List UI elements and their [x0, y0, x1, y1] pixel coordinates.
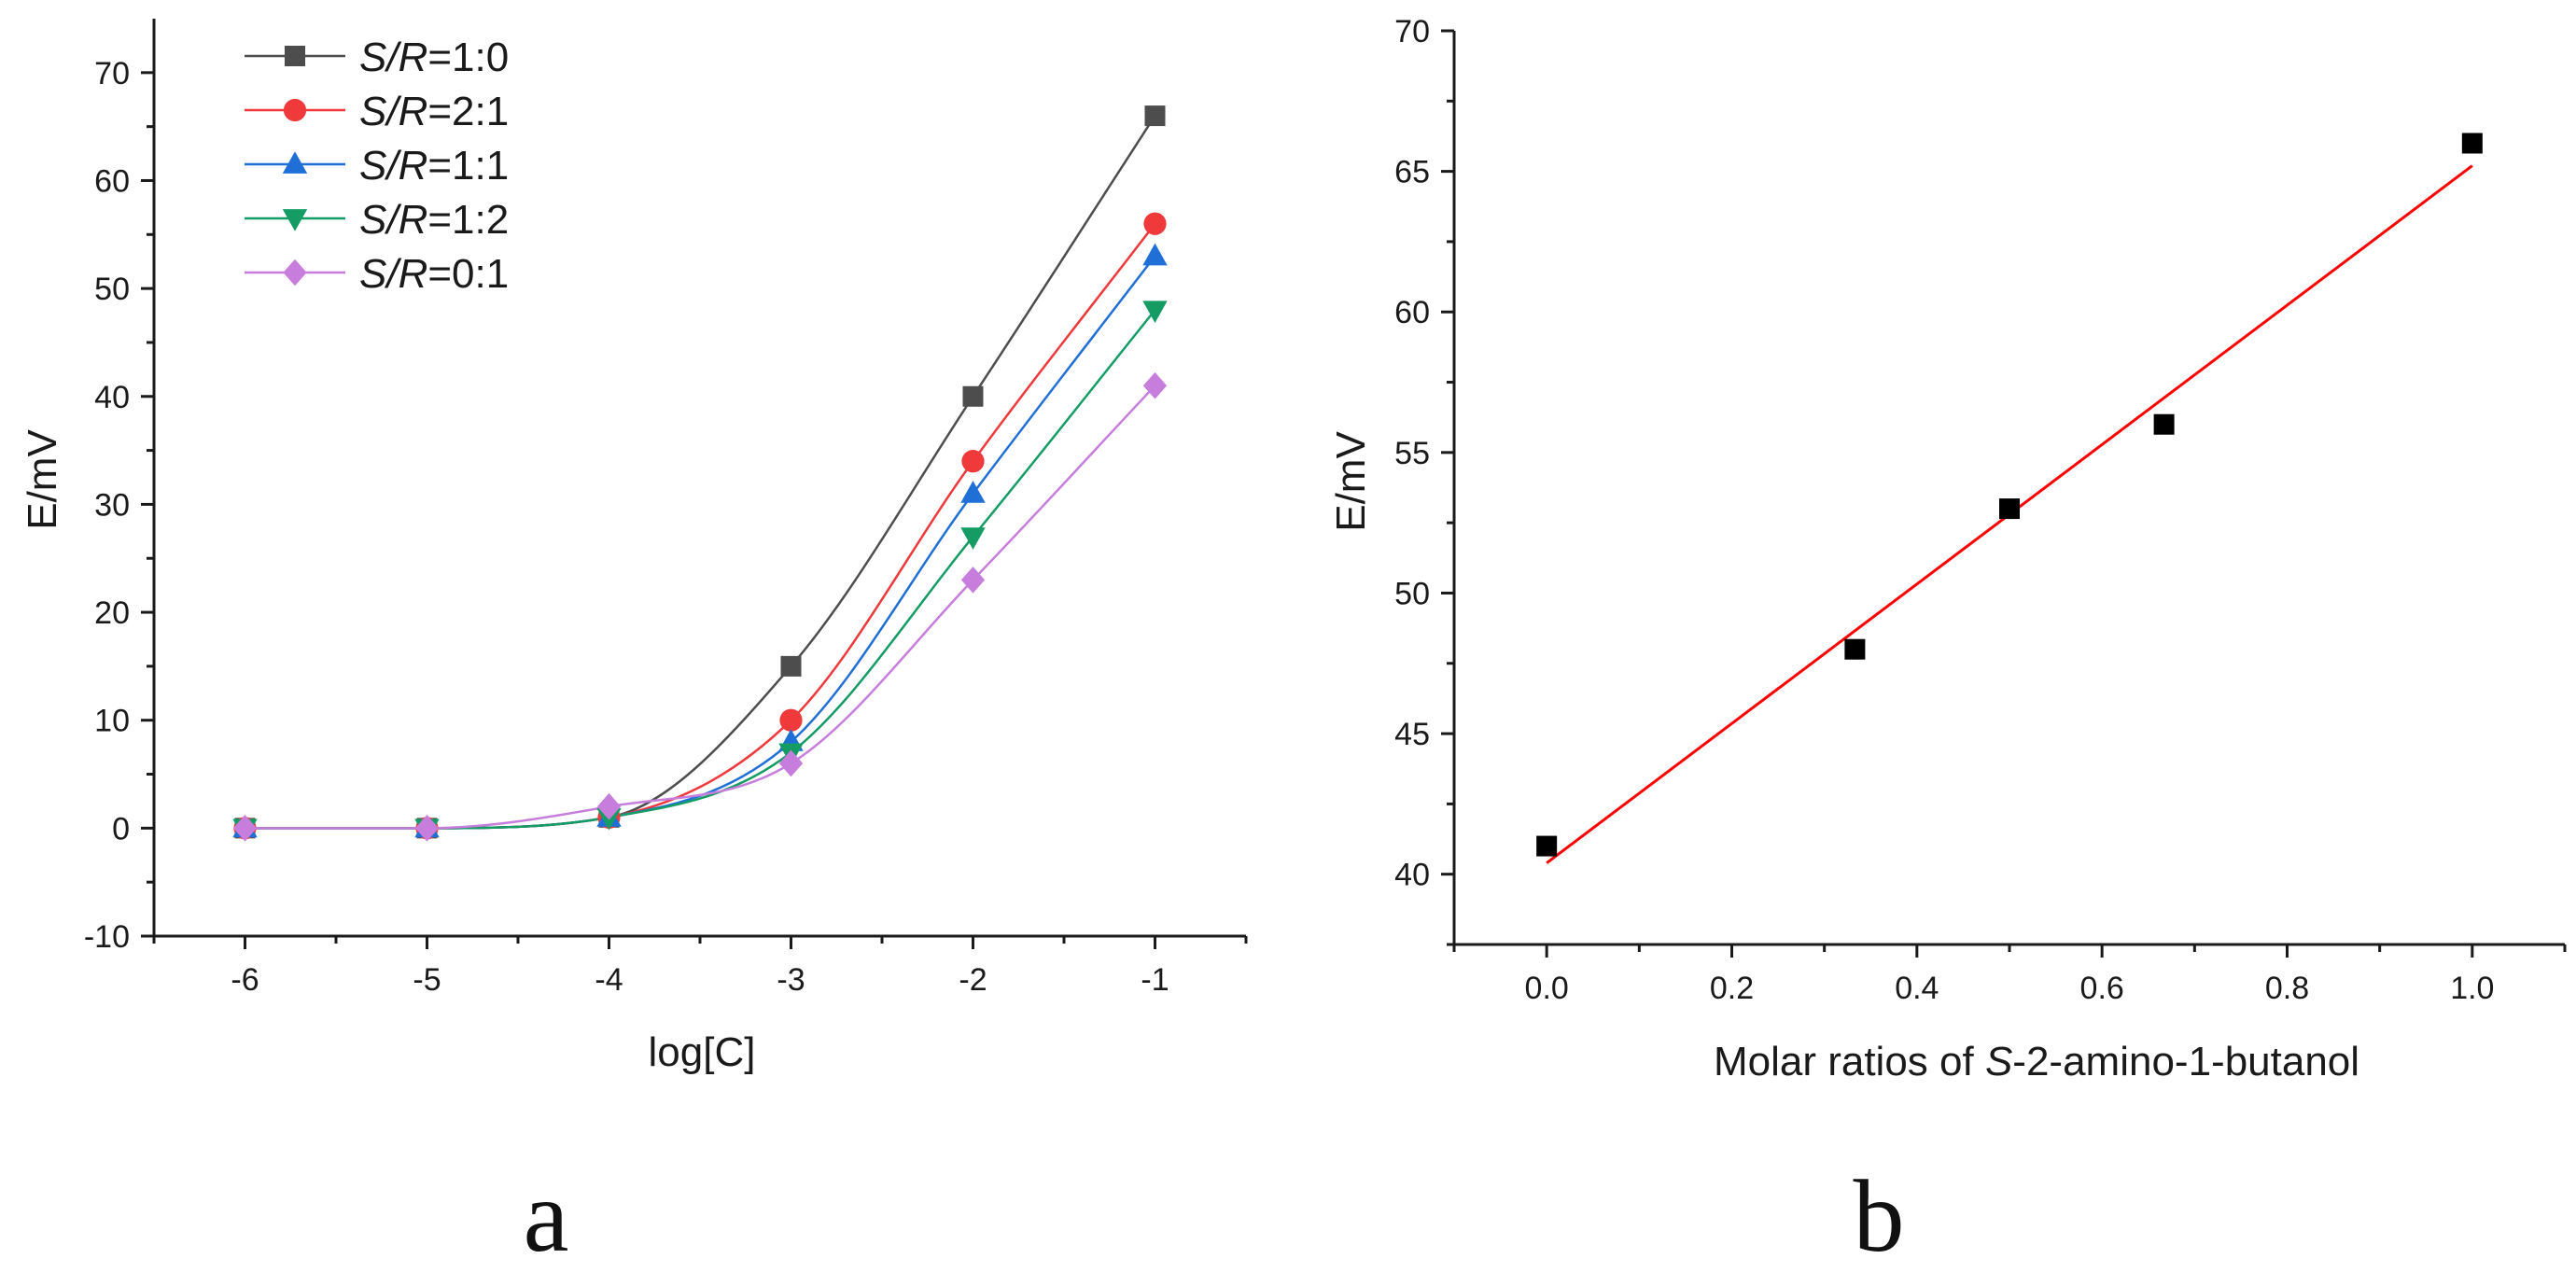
chart-a-data-point — [779, 708, 803, 732]
chart-a-legend-label: S/R=2:1 — [359, 89, 509, 134]
chart-a-series-line — [245, 255, 1156, 830]
chart-b-y-tick-label: 55 — [1394, 436, 1430, 471]
chart-b-x-axis-label: Molar ratios of S-2-amino-1-butanol — [1714, 1039, 2359, 1084]
chart-a-legend-label-italic: S/R — [359, 89, 427, 134]
chart-a-y-tick-label: 70 — [94, 56, 130, 91]
chart-b-y-tick-label: 65 — [1394, 155, 1430, 190]
chart-a-data-point — [232, 815, 258, 842]
chart-a-legend-marker — [283, 259, 307, 287]
chart-b-panel-label: b — [1854, 1159, 1905, 1273]
chart-a-x-tick-label: -6 — [231, 962, 259, 998]
chart-a-data-point — [960, 567, 986, 594]
chart-a-legend-label: S/R=1:1 — [359, 143, 509, 189]
chart-a-legend-marker — [283, 98, 307, 122]
chart-b-y-tick-label: 50 — [1394, 576, 1430, 611]
chart-a-legend-label-ratio: =1:2 — [427, 197, 509, 243]
chart-b-data-point — [2153, 413, 2175, 435]
chart-a-x-tick-label: -5 — [413, 962, 441, 998]
chart-b-x-tick-label: 0.6 — [2080, 971, 2124, 1006]
chart-b-x-tick-label: 1.0 — [2450, 971, 2494, 1006]
chart-b-y-tick-label: 40 — [1394, 858, 1430, 893]
chart-a-panel-label: a — [524, 1159, 569, 1273]
chart-b-axes — [1441, 29, 2567, 958]
chart-a-legend-label-italic: S/R — [359, 143, 427, 189]
chart-a-y-axis-label: E/mV — [20, 429, 65, 530]
chart-a-legend-label-italic: S/R — [359, 35, 427, 80]
chart-a-legend-marker — [285, 46, 305, 66]
chart-a-legend-label-italic: S/R — [359, 251, 427, 297]
chart-a-legend-label-ratio: =0:1 — [427, 251, 509, 297]
chart-a-y-tick-label: 40 — [94, 380, 130, 415]
chart-a-y-tick-label: 60 — [94, 163, 130, 199]
chart-b-y-axis-label: E/mV — [1328, 431, 1374, 532]
chart-b-x-tick-label: 0.0 — [1525, 971, 1569, 1006]
chart-a-series-line — [245, 222, 1156, 830]
chart-b-data-point — [1536, 835, 1558, 857]
chart-a-x-axis-label: log[C] — [649, 1029, 756, 1075]
chart-a-data-point — [1142, 243, 1168, 266]
chart-a-data-point — [1144, 105, 1166, 127]
chart-a-data-point — [1143, 212, 1167, 235]
chart-a-data-point — [780, 655, 802, 677]
chart-a-x-tick-label: -1 — [1141, 962, 1169, 998]
chart-b-x-tick-label: 0.4 — [1895, 971, 1939, 1006]
chart-a-legend-marker — [282, 151, 308, 174]
chart-b-y-tick-label: 60 — [1394, 295, 1430, 330]
chart-a-data-point — [960, 527, 986, 550]
chart-a-x-tick-label: -2 — [959, 962, 987, 998]
chart-a-x-tick-label: -3 — [777, 962, 805, 998]
chart-a-series-line — [245, 309, 1156, 830]
chart-a-data-point — [962, 385, 984, 407]
chart-a-y-tick-label: -10 — [84, 919, 130, 955]
chart-a-series-line — [245, 385, 1156, 830]
chart-a-y-tick-label: 20 — [94, 595, 130, 631]
chart-a-data-point — [1142, 301, 1168, 323]
chart-a-markers — [232, 105, 1168, 842]
chart-b-tick-labels: 40 45 50 55 60 65 70 0.0 0.2 0.4 0.6 0.8 1.0 — [1394, 14, 2494, 1006]
chart-a-data-point — [596, 792, 622, 820]
chart-b-y-tick-label: 70 — [1394, 14, 1430, 49]
chart-b-x-tick-label: 0.2 — [1710, 971, 1754, 1006]
chart-a-legend-label: S/R=1:0 — [359, 35, 509, 80]
chart-a-legend-label: S/R=1:2 — [359, 197, 509, 243]
chart-b-data-point — [1999, 498, 2020, 520]
chart-b-points — [1536, 133, 2483, 857]
chart-a-y-tick-label: 10 — [94, 704, 130, 739]
chart-a-data-point — [961, 450, 985, 473]
chart-a-axes — [141, 19, 1248, 949]
chart-a-data-point — [778, 749, 804, 777]
chart-a-data-point — [1142, 371, 1168, 399]
chart-a-x-tick-label: -4 — [595, 962, 623, 998]
chart-b: 40 45 50 55 60 65 70 0.0 0.2 0.4 0.6 0.8 1.0 Molar r… — [1328, 14, 2567, 1273]
chart-a-y-tick-label: 30 — [94, 487, 130, 523]
chart-a: -10 0 10 20 30 40 50 60 70 -6 -5 -4 -3 -2 -1 log[C] E/… — [20, 19, 1248, 1273]
chart-a-y-tick-label: 0 — [112, 811, 130, 846]
chart-a-data-point — [414, 815, 440, 842]
chart-b-data-point — [2461, 133, 2483, 154]
chart-a-legend-label: S/R=0:1 — [359, 251, 509, 297]
chart-a-tick-labels: -10 0 10 20 30 40 50 60 70 -6 -5 -4 -3 -2 -1 — [84, 56, 1169, 998]
chart-a-legend-label-ratio: =1:0 — [427, 35, 509, 80]
chart-b-data-point — [1844, 638, 1866, 660]
chart-a-legend-label-ratio: =2:1 — [427, 89, 509, 134]
chart-a-legend: S/R=1:0S/R=2:1S/R=1:1S/R=1:2S/R=0:1 — [245, 35, 509, 297]
chart-b-x-tick-label: 0.8 — [2265, 971, 2309, 1006]
chart-a-legend-label-ratio: =1:1 — [427, 143, 509, 189]
chart-a-legend-label-italic: S/R — [359, 197, 427, 243]
chart-a-y-tick-label: 50 — [94, 272, 130, 307]
chart-a-data-point — [960, 481, 986, 503]
chart-a-legend-marker — [282, 209, 308, 231]
chart-b-y-tick-label: 45 — [1394, 717, 1430, 752]
